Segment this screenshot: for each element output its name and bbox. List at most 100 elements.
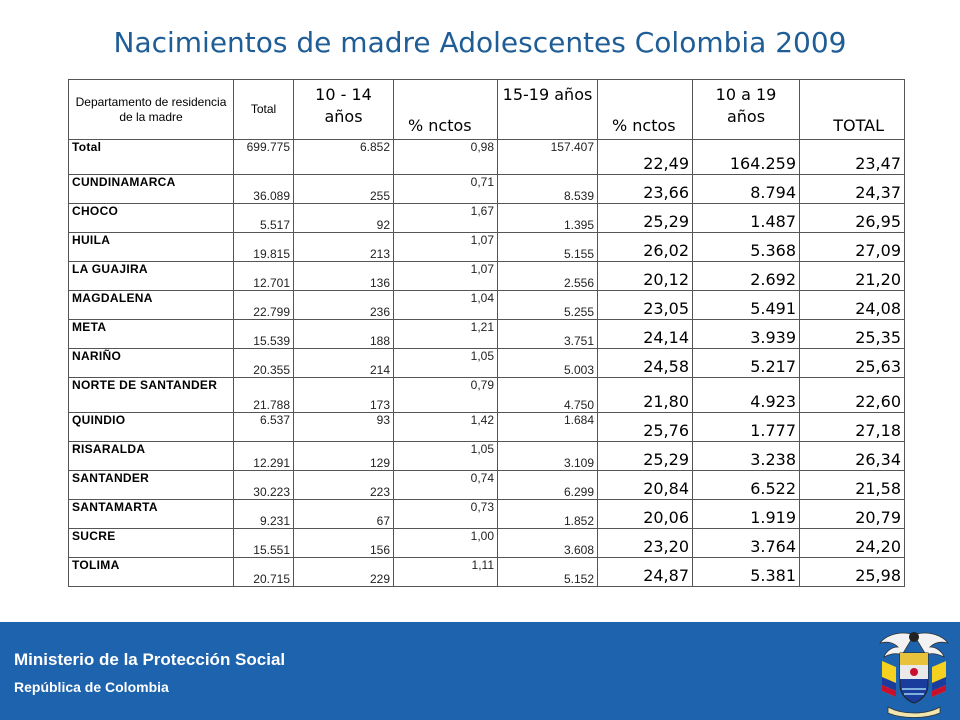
- cell-pct-15-19: 24,58: [597, 348, 693, 378]
- cell-grand-total: 21,20: [799, 261, 905, 291]
- cell-pct-10-14: 1,00: [393, 528, 498, 558]
- table-header-row: Departamento de residencia de la madre T…: [68, 79, 905, 140]
- table-row: NORTE DE SANTANDER 21.788 173 0,79 4.750 21,8…: [68, 377, 905, 413]
- cell-total: 6.537: [233, 412, 294, 442]
- cell-pct-10-14: 1,05: [393, 348, 498, 378]
- cell-pct-10-14: 1,05: [393, 441, 498, 471]
- cell-n10-14: 92: [293, 203, 394, 233]
- cell-total: 21.788: [233, 377, 294, 413]
- cell-grand-total: 24,20: [799, 528, 905, 558]
- cell-total: 12.291: [233, 441, 294, 471]
- page-title: Nacimientos de madre Adolescentes Colomb…: [113, 26, 847, 59]
- cell-total: 20.355: [233, 348, 294, 378]
- cell-pct-10-14: 0,74: [393, 470, 498, 500]
- cell-n10-19: 3.939: [692, 319, 800, 349]
- cell-n10-19: 5.381: [692, 557, 800, 587]
- cell-dep: LA GUAJIRA: [68, 261, 234, 291]
- cell-pct-15-19: 25,76: [597, 412, 693, 442]
- cell-n15-19: 4.750: [497, 377, 598, 413]
- cell-n15-19: 1.684: [497, 412, 598, 442]
- cell-pct-15-19: 21,80: [597, 377, 693, 413]
- cell-dep: MAGDALENA: [68, 290, 234, 320]
- cell-n10-19: 2.692: [692, 261, 800, 291]
- cell-n10-14: 93: [293, 412, 394, 442]
- births-table: Departamento de residencia de la madre T…: [68, 79, 905, 587]
- cell-n10-14: 67: [293, 499, 394, 529]
- cell-pct-10-14: 1,04: [393, 290, 498, 320]
- cell-n10-14: 214: [293, 348, 394, 378]
- cell-grand-total: 26,95: [799, 203, 905, 233]
- table-row: META 15.539 188 1,21 3.751 24,14 3.939 25,35: [68, 319, 905, 349]
- header-10-14: 10 - 14 años: [293, 79, 394, 140]
- cell-total: 9.231: [233, 499, 294, 529]
- table-row: SUCRE 15.551 156 1,00 3.608 23,20 3.764 24,20: [68, 528, 905, 558]
- cell-grand-total: 26,34: [799, 441, 905, 471]
- cell-grand-total: 25,63: [799, 348, 905, 378]
- cell-n10-14: 156: [293, 528, 394, 558]
- cell-n15-19: 1.852: [497, 499, 598, 529]
- cell-pct-10-14: 1,42: [393, 412, 498, 442]
- cell-pct-15-19: 24,14: [597, 319, 693, 349]
- cell-n10-14: 213: [293, 232, 394, 262]
- table-row: QUINDIO 6.537 93 1,42 1.684 25,76 1.777 27,18: [68, 412, 905, 442]
- cell-n10-19: 3.764: [692, 528, 800, 558]
- cell-dep: CUNDINAMARCA: [68, 174, 234, 204]
- cell-pct-15-19: 25,29: [597, 441, 693, 471]
- cell-grand-total: 25,98: [799, 557, 905, 587]
- cell-pct-15-19: 25,29: [597, 203, 693, 233]
- cell-total: 15.539: [233, 319, 294, 349]
- cell-total: 36.089: [233, 174, 294, 204]
- cell-total: 15.551: [233, 528, 294, 558]
- cell-dep: NARIÑO: [68, 348, 234, 378]
- coat-of-arms-icon: [878, 632, 950, 718]
- table-row: Total 699.775 6.852 0,98 157.407 22,49 164.259…: [68, 139, 905, 175]
- cell-pct-10-14: 0,79: [393, 377, 498, 413]
- cell-n10-19: 5.217: [692, 348, 800, 378]
- cell-pct-10-14: 1,07: [393, 232, 498, 262]
- cell-dep: RISARALDA: [68, 441, 234, 471]
- cell-n15-19: 5.152: [497, 557, 598, 587]
- cell-dep: TOLIMA: [68, 557, 234, 587]
- cell-dep: SUCRE: [68, 528, 234, 558]
- cell-grand-total: 20,79: [799, 499, 905, 529]
- cell-n15-19: 2.556: [497, 261, 598, 291]
- cell-pct-15-19: 20,06: [597, 499, 693, 529]
- cell-dep: SANTAMARTA: [68, 499, 234, 529]
- cell-total: 20.715: [233, 557, 294, 587]
- cell-n15-19: 3.751: [497, 319, 598, 349]
- header-department: Departamento de residencia de la madre: [68, 79, 234, 140]
- cell-grand-total: 24,08: [799, 290, 905, 320]
- cell-n10-19: 8.794: [692, 174, 800, 204]
- header-pct-15-19: % nctos: [597, 79, 693, 140]
- header-total: Total: [233, 79, 294, 140]
- cell-dep: QUINDIO: [68, 412, 234, 442]
- cell-pct-15-19: 23,05: [597, 290, 693, 320]
- cell-pct-15-19: 23,66: [597, 174, 693, 204]
- cell-n10-14: 136: [293, 261, 394, 291]
- cell-dep: NORTE DE SANTANDER: [68, 377, 234, 413]
- cell-n15-19: 1.395: [497, 203, 598, 233]
- cell-n10-14: 6.852: [293, 139, 394, 175]
- header-grand-total: TOTAL: [799, 79, 905, 140]
- cell-n15-19: 3.608: [497, 528, 598, 558]
- cell-pct-10-14: 1,21: [393, 319, 498, 349]
- cell-pct-10-14: 1,11: [393, 557, 498, 587]
- cell-grand-total: 21,58: [799, 470, 905, 500]
- cell-n10-14: 255: [293, 174, 394, 204]
- cell-grand-total: 24,37: [799, 174, 905, 204]
- cell-grand-total: 22,60: [799, 377, 905, 413]
- cell-n10-19: 5.368: [692, 232, 800, 262]
- cell-n15-19: 157.407: [497, 139, 598, 175]
- cell-pct-10-14: 0,71: [393, 174, 498, 204]
- cell-total: 19.815: [233, 232, 294, 262]
- cell-pct-10-14: 1,07: [393, 261, 498, 291]
- header-pct-10-14: % nctos: [393, 79, 498, 140]
- cell-pct-15-19: 20,84: [597, 470, 693, 500]
- table-row: NARIÑO 20.355 214 1,05 5.003 24,58 5.217 25,63: [68, 348, 905, 378]
- cell-n10-19: 1.777: [692, 412, 800, 442]
- cell-pct-15-19: 24,87: [597, 557, 693, 587]
- cell-n10-19: 164.259: [692, 139, 800, 175]
- cell-pct-10-14: 0,98: [393, 139, 498, 175]
- cell-grand-total: 27,18: [799, 412, 905, 442]
- table-row: TOLIMA 20.715 229 1,11 5.152 24,87 5.381 25,98: [68, 557, 905, 587]
